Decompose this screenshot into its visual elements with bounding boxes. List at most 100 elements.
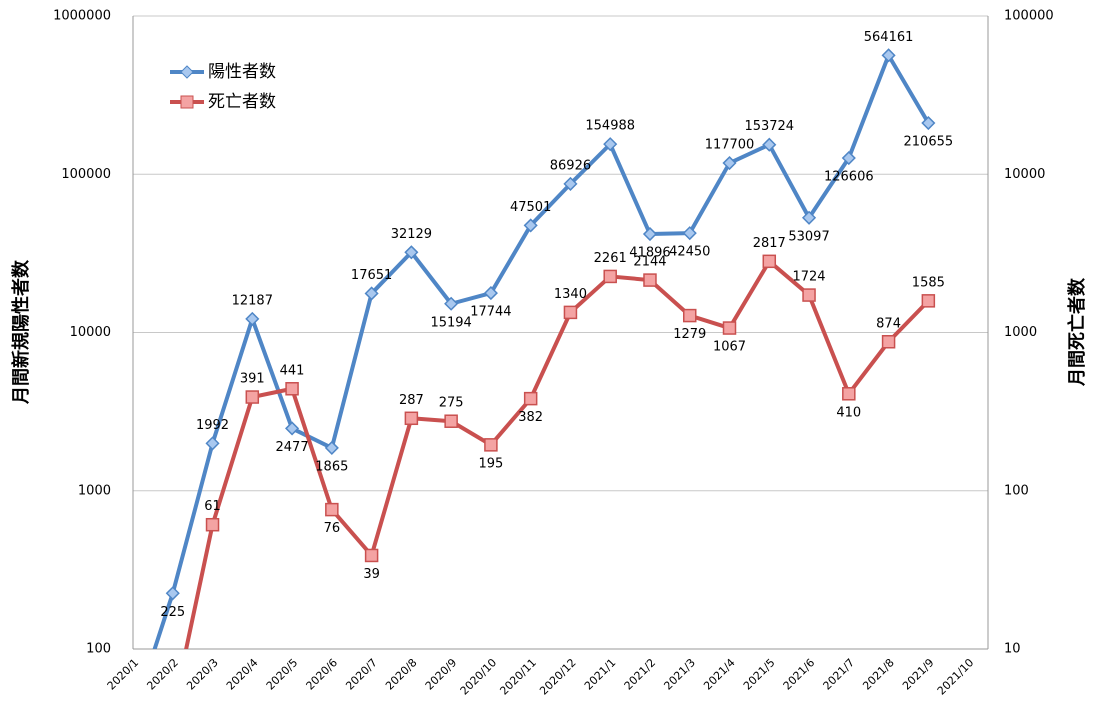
marker — [762, 254, 777, 269]
y2-tick-label: 100000 — [1004, 9, 1054, 24]
data-label: 2817 — [753, 236, 786, 251]
marker — [523, 391, 538, 406]
x-tick-label: 2020/9 — [423, 656, 460, 693]
x-tick-label: 2021/6 — [781, 656, 818, 693]
x-tick-label: 2021/10 — [935, 656, 977, 698]
y-tick-label: 10000 — [70, 325, 111, 340]
marker — [404, 411, 419, 426]
marker — [603, 269, 617, 284]
data-label: 76 — [324, 521, 341, 536]
marker — [205, 436, 220, 451]
data-label: 42450 — [669, 245, 710, 260]
data-label: 1067 — [713, 340, 746, 355]
marker — [921, 115, 936, 131]
y2-tick-label: 1000 — [1004, 325, 1037, 340]
marker — [404, 245, 419, 260]
data-label: 39 — [363, 567, 380, 582]
data-label: 210655 — [904, 135, 954, 150]
data-label: 86926 — [550, 158, 591, 173]
x-tick-label: 2021/8 — [860, 656, 897, 693]
y2-axis-title: 月間死亡者数 — [1066, 277, 1088, 387]
marker — [762, 137, 777, 152]
x-tick-label: 2020/4 — [224, 656, 261, 693]
marker — [285, 382, 299, 396]
data-label: 874 — [876, 316, 901, 331]
data-label: 1724 — [792, 270, 825, 285]
data-label: 154988 — [585, 119, 635, 134]
data-label: 441 — [280, 363, 305, 378]
y2-tick-label: 100 — [1004, 483, 1029, 498]
data-label: 2477 — [276, 440, 309, 455]
marker — [643, 273, 657, 287]
data-label: 17744 — [470, 305, 511, 320]
marker — [444, 296, 459, 311]
x-tick-label: 2020/2 — [144, 656, 181, 693]
data-label: 2144 — [633, 255, 666, 270]
marker — [324, 440, 339, 455]
marker — [881, 335, 896, 349]
data-label: 117700 — [705, 138, 755, 153]
data-label: 195 — [478, 456, 503, 471]
data-label: 275 — [439, 396, 464, 411]
marker — [722, 321, 737, 335]
x-tick-label: 2021/2 — [622, 656, 659, 693]
x-tick-label: 2020/10 — [458, 656, 500, 698]
data-label: 564161 — [864, 30, 914, 45]
marker — [563, 305, 578, 320]
data-label: 53097 — [788, 229, 829, 244]
data-label: 15194 — [430, 315, 471, 330]
x-tick-label: 2020/8 — [383, 656, 420, 693]
data-label: 1340 — [554, 287, 587, 302]
x-tick-label: 2021/5 — [741, 656, 778, 693]
x-tick-label: 2020/7 — [343, 656, 380, 693]
marker — [881, 48, 896, 63]
data-label: 287 — [399, 393, 424, 408]
y-tick-label: 100 — [86, 642, 111, 657]
marker — [603, 137, 618, 152]
y-tick-label: 1000000 — [53, 9, 111, 24]
x-tick-label: 2021/3 — [661, 656, 698, 693]
x-tick-label: 2020/11 — [497, 656, 539, 698]
marker — [842, 387, 856, 401]
x-tick-label: 2021/7 — [820, 656, 857, 693]
y-axis-title: 月間新規陽性者数 — [10, 259, 32, 405]
legend-label: 陽性者数 — [208, 62, 276, 82]
marker — [483, 286, 498, 301]
marker — [364, 548, 379, 563]
data-label: 17651 — [351, 268, 392, 283]
marker — [802, 288, 816, 302]
data-label: 126606 — [824, 170, 874, 185]
data-label: 1585 — [912, 275, 945, 290]
data-label: 32129 — [391, 227, 432, 242]
data-label: 1992 — [196, 418, 229, 433]
y2-tick-label: 10 — [1004, 642, 1021, 657]
data-label: 410 — [836, 405, 861, 420]
data-label: 47501 — [510, 200, 551, 215]
marker — [801, 210, 817, 225]
x-tick-label: 2020/5 — [264, 656, 301, 693]
y-tick-label: 100000 — [61, 167, 111, 182]
plot-area — [152, 48, 936, 712]
x-tick-label: 2020/6 — [304, 656, 341, 693]
marker — [165, 586, 180, 601]
marker — [167, 706, 179, 712]
data-label: 382 — [518, 410, 543, 425]
marker — [682, 308, 697, 323]
data-label: 225 — [160, 605, 185, 620]
legend-label: 死亡者数 — [208, 92, 276, 112]
marker — [245, 390, 260, 404]
data-label: 391 — [240, 372, 265, 387]
marker — [921, 294, 936, 308]
y-tick-label: 1000 — [78, 483, 111, 498]
marker — [523, 218, 538, 233]
marker — [245, 311, 260, 326]
x-tick-label: 2021/4 — [701, 656, 738, 693]
marker — [722, 155, 737, 171]
data-label: 41896 — [629, 246, 670, 261]
series-line — [184, 259, 930, 649]
marker — [682, 226, 697, 241]
marker — [444, 414, 458, 428]
x-tick-label: 2021/9 — [900, 656, 937, 693]
legend-marker — [180, 95, 194, 109]
marker — [364, 286, 379, 301]
